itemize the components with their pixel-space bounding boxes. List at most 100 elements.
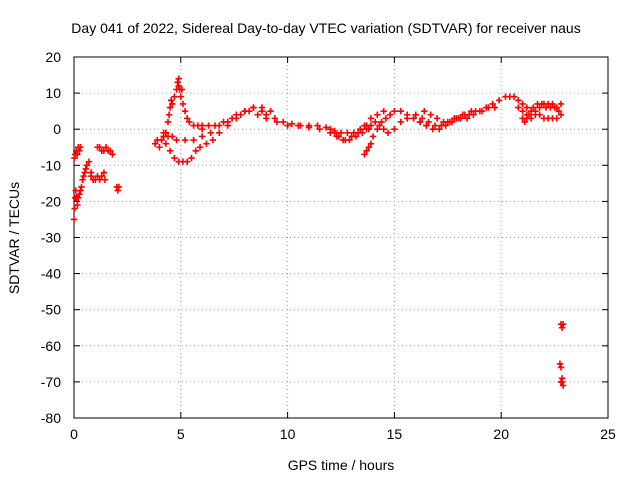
data-point — [175, 75, 182, 82]
data-point — [357, 126, 364, 133]
data-point — [160, 129, 167, 137]
data-point — [380, 126, 387, 133]
data-point — [380, 107, 387, 115]
data-point — [425, 118, 432, 126]
data-point — [271, 115, 278, 122]
data-point — [115, 183, 123, 191]
y-tick-label: -70 — [41, 374, 61, 390]
x-tick-label: 25 — [600, 426, 616, 442]
data-point — [391, 107, 398, 115]
data-point — [337, 129, 345, 137]
data-point — [151, 140, 159, 147]
data-point — [205, 122, 212, 129]
data-point — [228, 115, 236, 122]
data-point — [365, 144, 372, 151]
x-tick-label: 5 — [177, 426, 185, 442]
data-point — [559, 320, 567, 328]
data-point — [316, 126, 323, 133]
data-point — [184, 158, 191, 165]
data-point — [551, 104, 558, 111]
data-point — [169, 133, 176, 140]
y-tick-labels: 20 10 0 -10 -20 -30 -40 -50 -60 -70 -80 — [41, 49, 61, 426]
data-point — [354, 129, 362, 137]
data-point — [515, 104, 522, 111]
data-point — [465, 111, 473, 118]
data-point — [397, 107, 405, 115]
data-point — [220, 118, 227, 126]
data-point — [207, 129, 214, 137]
data-point — [83, 162, 91, 169]
data-point — [519, 100, 526, 108]
y-tick-label: 10 — [45, 85, 61, 101]
data-point — [273, 118, 281, 126]
data-point — [71, 205, 78, 212]
data-point — [429, 126, 437, 133]
data-point — [431, 122, 439, 129]
data-point — [177, 93, 184, 100]
x-tick-labels: 0 5 10 15 20 25 — [70, 426, 616, 442]
data-point — [203, 140, 210, 147]
data-point — [436, 126, 443, 133]
data-point — [427, 111, 434, 118]
y-tick-label: -80 — [41, 410, 61, 426]
data-point — [382, 115, 390, 122]
data-point — [100, 169, 108, 176]
data-point — [114, 187, 121, 194]
chart-title: Day 041 of 2022, Sidereal Day-to-day VTE… — [71, 20, 580, 36]
data-point — [280, 118, 287, 126]
data-point — [538, 100, 545, 108]
data-point — [515, 97, 522, 104]
data-point — [192, 147, 199, 155]
x-tick-label: 20 — [493, 426, 509, 442]
data-points — [70, 75, 567, 389]
data-point — [525, 111, 533, 118]
y-axis-label: SDTVAR / TECUs — [6, 182, 22, 294]
data-point — [288, 120, 296, 127]
data-point — [348, 133, 355, 140]
data-point — [81, 169, 88, 176]
data-point — [412, 111, 419, 118]
data-point — [174, 79, 181, 86]
data-point — [74, 151, 81, 158]
data-point — [523, 104, 531, 111]
data-point — [254, 111, 261, 118]
data-point — [78, 183, 85, 191]
data-point — [489, 100, 496, 108]
data-point — [82, 165, 89, 173]
x-axis-label: GPS time / hours — [288, 457, 395, 473]
data-point — [386, 111, 394, 118]
data-point — [361, 151, 368, 158]
data-point — [363, 147, 370, 155]
data-point — [421, 107, 428, 115]
data-point — [190, 136, 197, 144]
data-point — [76, 190, 83, 198]
y-tick-label: 20 — [45, 49, 61, 65]
data-point — [530, 104, 537, 111]
data-point — [378, 118, 385, 126]
data-point — [472, 107, 479, 115]
x-tick-label: 10 — [280, 426, 296, 442]
data-point — [361, 122, 368, 129]
data-point — [453, 115, 460, 122]
data-point — [211, 122, 219, 129]
data-point — [171, 93, 178, 100]
data-point — [237, 111, 244, 118]
data-point — [558, 378, 566, 386]
data-point — [156, 144, 163, 151]
data-point — [102, 144, 110, 151]
data-point — [374, 126, 381, 133]
data-point — [446, 118, 454, 126]
data-point — [416, 118, 424, 126]
data-point — [188, 154, 195, 162]
data-point — [166, 147, 174, 155]
data-point — [376, 122, 383, 129]
data-point — [536, 104, 543, 111]
data-point — [558, 324, 566, 331]
data-point — [433, 115, 441, 122]
data-point — [107, 147, 114, 155]
data-point — [557, 100, 565, 108]
data-point — [80, 172, 87, 180]
data-point — [198, 133, 206, 140]
data-point — [440, 118, 447, 126]
data-point — [322, 124, 330, 131]
